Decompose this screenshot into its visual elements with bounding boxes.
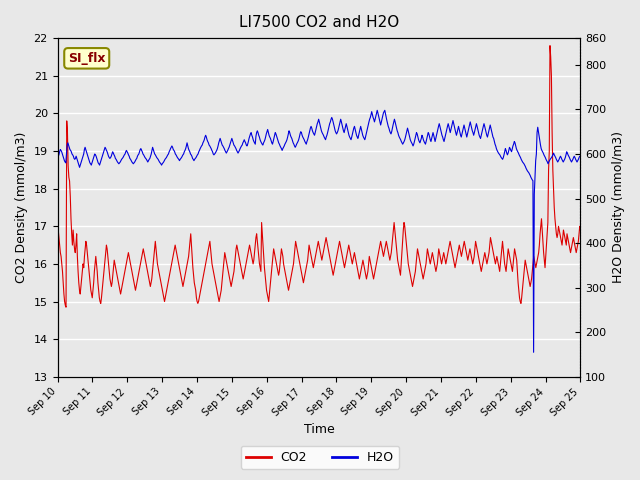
Legend: CO2, H2O: CO2, H2O [241,446,399,469]
Text: SI_flx: SI_flx [68,52,106,65]
X-axis label: Time: Time [303,423,334,436]
Title: LI7500 CO2 and H2O: LI7500 CO2 and H2O [239,15,399,30]
Y-axis label: CO2 Density (mmol/m3): CO2 Density (mmol/m3) [15,132,28,283]
Y-axis label: H2O Density (mmol/m3): H2O Density (mmol/m3) [612,132,625,284]
